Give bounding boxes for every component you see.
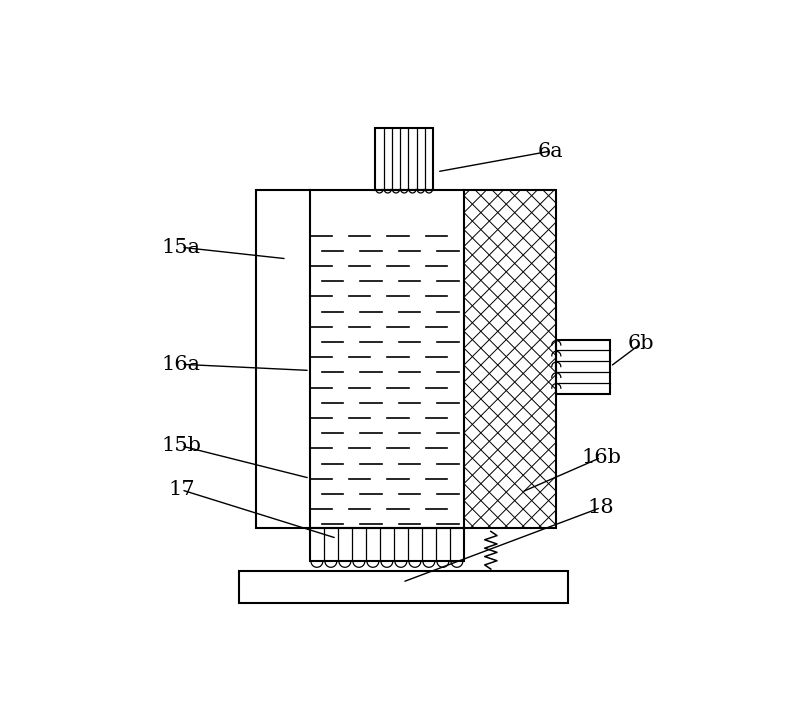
Text: 6b: 6b — [628, 334, 654, 353]
Text: 15a: 15a — [162, 237, 201, 257]
Bar — [256, 190, 556, 528]
Bar — [239, 570, 568, 603]
Text: 16a: 16a — [162, 355, 201, 374]
Text: 15b: 15b — [162, 436, 202, 456]
Bar — [310, 528, 464, 561]
Text: 17: 17 — [168, 481, 194, 499]
Text: 6a: 6a — [538, 141, 564, 160]
Bar — [375, 128, 433, 190]
Text: 16b: 16b — [581, 448, 621, 467]
Text: 18: 18 — [588, 498, 614, 517]
Bar — [556, 339, 610, 394]
